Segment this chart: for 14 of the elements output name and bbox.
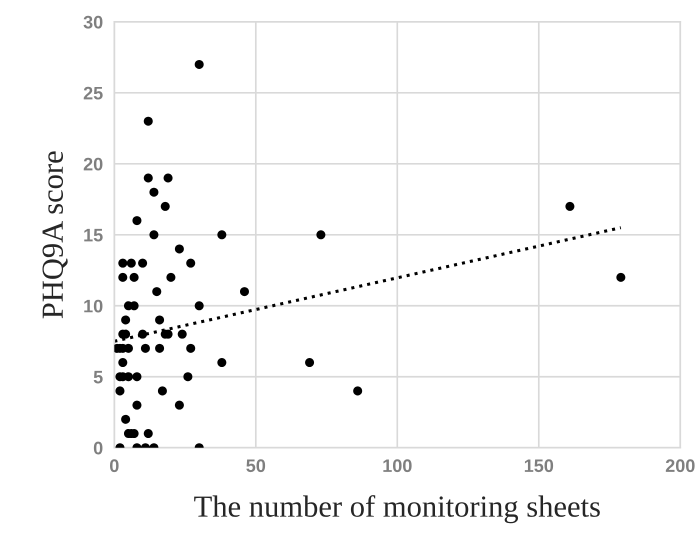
x-axis-title: The number of monitoring sheets bbox=[194, 495, 600, 524]
x-tick-label: 100 bbox=[383, 459, 412, 472]
y-tick-label: 0 bbox=[94, 442, 102, 454]
y-tick-label: 5 bbox=[94, 370, 103, 384]
y-tick-label: 30 bbox=[84, 16, 102, 29]
y-tick-label: 10 bbox=[84, 300, 102, 312]
x-tick-label: 150 bbox=[524, 459, 554, 472]
x-tick-label: 0 bbox=[110, 459, 119, 472]
x-tick-label: 200 bbox=[666, 459, 695, 472]
y-axis-title: PHQ9A score bbox=[42, 151, 68, 318]
y-tick-label: 20 bbox=[84, 158, 102, 171]
y-tick-label: 25 bbox=[84, 86, 103, 100]
y-tick-label: 15 bbox=[84, 228, 103, 242]
x-tick-label: 50 bbox=[246, 459, 266, 472]
